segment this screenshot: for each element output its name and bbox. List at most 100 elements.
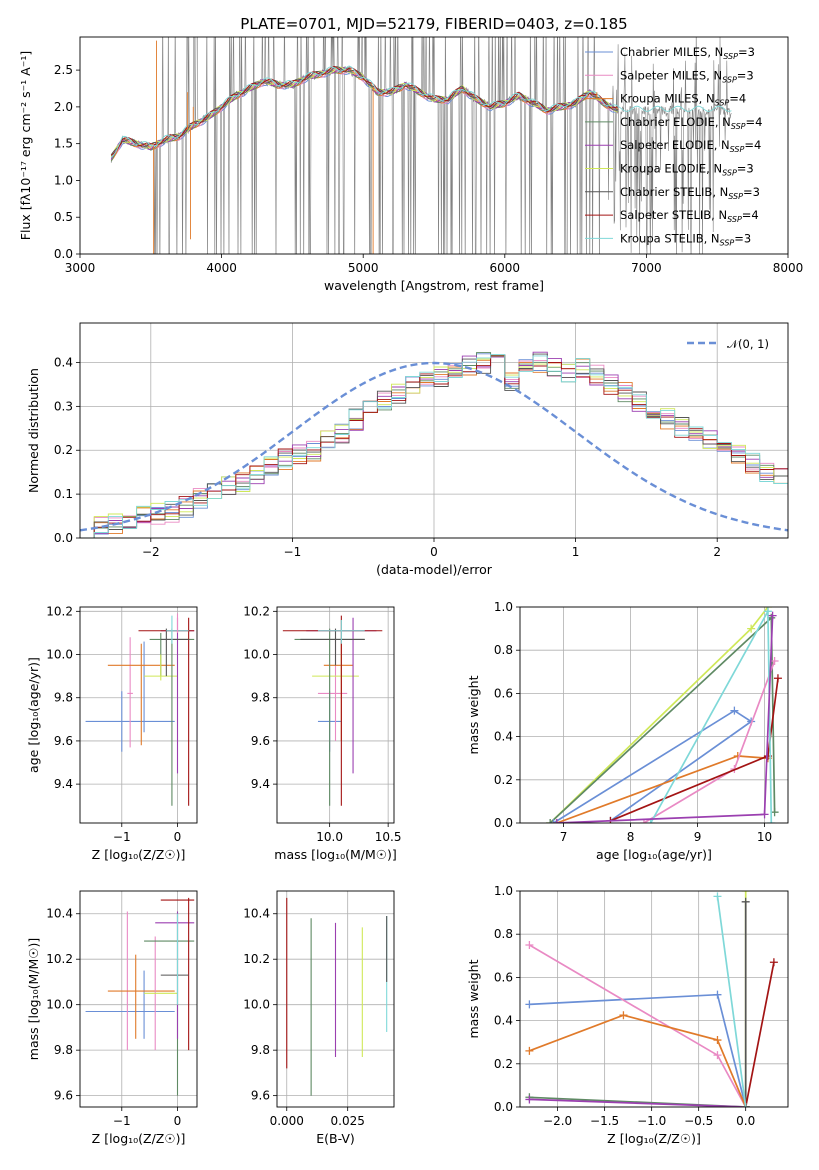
y-tick-label: 9.8	[54, 691, 73, 705]
axes-mass-weight-vs-age: 7 8 9 10 0.0 0.2 0.4 0.6 0.8 1.0 age [log₁₀(age/yr…	[466, 600, 789, 862]
y-tick-label: 2.0	[54, 100, 73, 114]
x-tick-label: −2.0	[543, 1114, 572, 1128]
y-tick-label: 10.0	[46, 998, 73, 1012]
y-tick-label: 10.0	[243, 648, 270, 662]
y-tick-label: 0.0	[494, 816, 513, 830]
x-tick-label: −0.5	[684, 1114, 713, 1128]
plot-area	[525, 891, 778, 1107]
legend-spectrum: Chabrier MILES, NSSP=3 Salpeter MILES, NS…	[585, 45, 762, 247]
weight-marker	[525, 1046, 534, 1055]
weight-marker	[768, 611, 777, 620]
y-tick-label: 0.1	[54, 487, 73, 501]
y-tick-label: 9.8	[251, 1043, 270, 1057]
y-axis-label: mass weight	[466, 675, 481, 754]
x-tick-label: 0	[174, 1114, 182, 1128]
x-axis-label: Z [log₁₀(Z/Z☉)]	[92, 1131, 186, 1146]
axes-frame	[79, 36, 789, 255]
weight-marker	[769, 958, 778, 967]
y-tick-label: 9.6	[251, 1089, 270, 1103]
weight-line-kroupa_elodie	[549, 607, 769, 823]
figure-title: PLATE=0701, MJD=52179, FIBERID=0403, z=0…	[240, 15, 627, 33]
weight-marker	[741, 897, 750, 906]
x-tick-label: 10.5	[375, 830, 402, 844]
x-tick-label: 2	[713, 545, 721, 559]
weight-line-kroupa_stelib	[716, 896, 747, 1107]
axes-mass-vs-EBV: 0.000 0.025 9.6 9.8 10.0 10.2 10.4 E(B-V)	[243, 890, 395, 1146]
y-tick-label: 0.2	[494, 773, 513, 787]
legend-entry: Kroupa ELODIE, NSSP=3	[620, 162, 754, 178]
weight-marker	[741, 891, 750, 895]
weight-marker	[546, 819, 555, 823]
y-tick-label: 10.2	[46, 604, 73, 618]
plot-area	[110, 37, 732, 254]
y-axis-label: Flux [fλ10⁻¹⁷ erg cm⁻² s⁻¹ A⁻¹]	[18, 51, 33, 240]
x-tick-label: 0	[430, 545, 438, 559]
legend-entry: Salpeter ELODIE, NSSP=4	[620, 138, 761, 154]
y-axis-label: mass weight	[466, 959, 481, 1038]
plot-area	[85, 613, 195, 806]
x-tick-label: 7	[560, 830, 568, 844]
y-tick-label: 1.0	[494, 600, 513, 614]
y-tick-label: 0.6	[494, 686, 513, 700]
hist-chabrier_elodie	[80, 352, 788, 538]
x-axis-label: (data-model)/error	[376, 562, 493, 577]
weight-line-salpeter_stelib	[610, 678, 779, 822]
weight-line-chabrier_miles	[553, 709, 753, 823]
y-tick-label: 9.6	[54, 1089, 73, 1103]
x-tick-label: −1	[113, 830, 131, 844]
y-tick-label: 0.4	[494, 1014, 513, 1028]
plot-area	[546, 607, 782, 823]
y-tick-label: 0.8	[494, 643, 513, 657]
normal-curve	[80, 361, 788, 532]
hist-salpeter_elodie	[80, 351, 788, 538]
legend-entry: Salpeter MILES, NSSP=3	[620, 68, 754, 84]
weight-marker	[525, 1000, 534, 1009]
weight-marker	[525, 1095, 534, 1104]
y-tick-label: 1.5	[54, 137, 73, 151]
legend-entry: Chabrier STELIB, NSSP=3	[620, 185, 760, 201]
x-tick-label: 8	[627, 830, 635, 844]
y-tick-label: 9.4	[251, 777, 270, 791]
weight-marker	[713, 990, 722, 999]
x-tick-label: −2	[142, 545, 160, 559]
plot-area	[80, 351, 788, 538]
x-tick-label: −1	[113, 1114, 131, 1128]
hist-salpeter_miles	[80, 356, 788, 538]
hist-chabrier_stelib	[80, 353, 788, 538]
legend-entry: Salpeter STELIB, NSSP=4	[620, 208, 759, 224]
weight-marker	[747, 624, 756, 633]
y-tick-label: 1.0	[54, 173, 73, 187]
hist-kroupa_elodie	[80, 355, 788, 538]
y-tick-label: 9.6	[54, 734, 73, 748]
weight-line-salpeter_miles	[528, 944, 747, 1107]
x-tick-label: 0	[174, 830, 182, 844]
y-tick-label: 0.6	[494, 970, 513, 984]
plot-area	[85, 897, 195, 1096]
weight-marker	[552, 819, 561, 823]
weight-marker	[763, 607, 772, 616]
y-tick-label: 10.2	[243, 604, 270, 618]
hist-kroupa_miles	[80, 356, 788, 538]
x-tick-label: −1.0	[637, 1114, 666, 1128]
x-tick-label: 3000	[65, 261, 96, 275]
legend-entry: Kroupa STELIB, NSSP=3	[620, 231, 751, 247]
model-line-salpeter_stelib	[110, 66, 619, 156]
plot-area	[282, 615, 383, 806]
weight-line-kroupa_miles	[529, 1014, 747, 1107]
x-axis-label: Z [log₁₀(Z/Z☉)]	[607, 1131, 701, 1146]
weight-marker	[741, 1103, 750, 1107]
x-tick-label: 9	[694, 830, 702, 844]
legend-entry: Kroupa MILES, NSSP=4	[620, 92, 746, 108]
weight-marker	[619, 1011, 628, 1020]
plot-area	[286, 897, 388, 1096]
weight-marker	[773, 674, 782, 683]
axes-frame	[276, 890, 395, 1108]
y-tick-label: 0.5	[54, 210, 73, 224]
weight-marker	[549, 819, 558, 823]
weight-line-salpeter_elodie	[529, 1098, 746, 1107]
x-tick-label: 10	[757, 830, 772, 844]
axes-spectrum: 3000 4000 5000 6000 7000 8000 0.0 0.5 1.0 1.5 2.0 2…	[18, 36, 803, 293]
weight-line-salpeter_stelib	[744, 962, 775, 1107]
y-tick-label: 10.4	[46, 907, 73, 921]
